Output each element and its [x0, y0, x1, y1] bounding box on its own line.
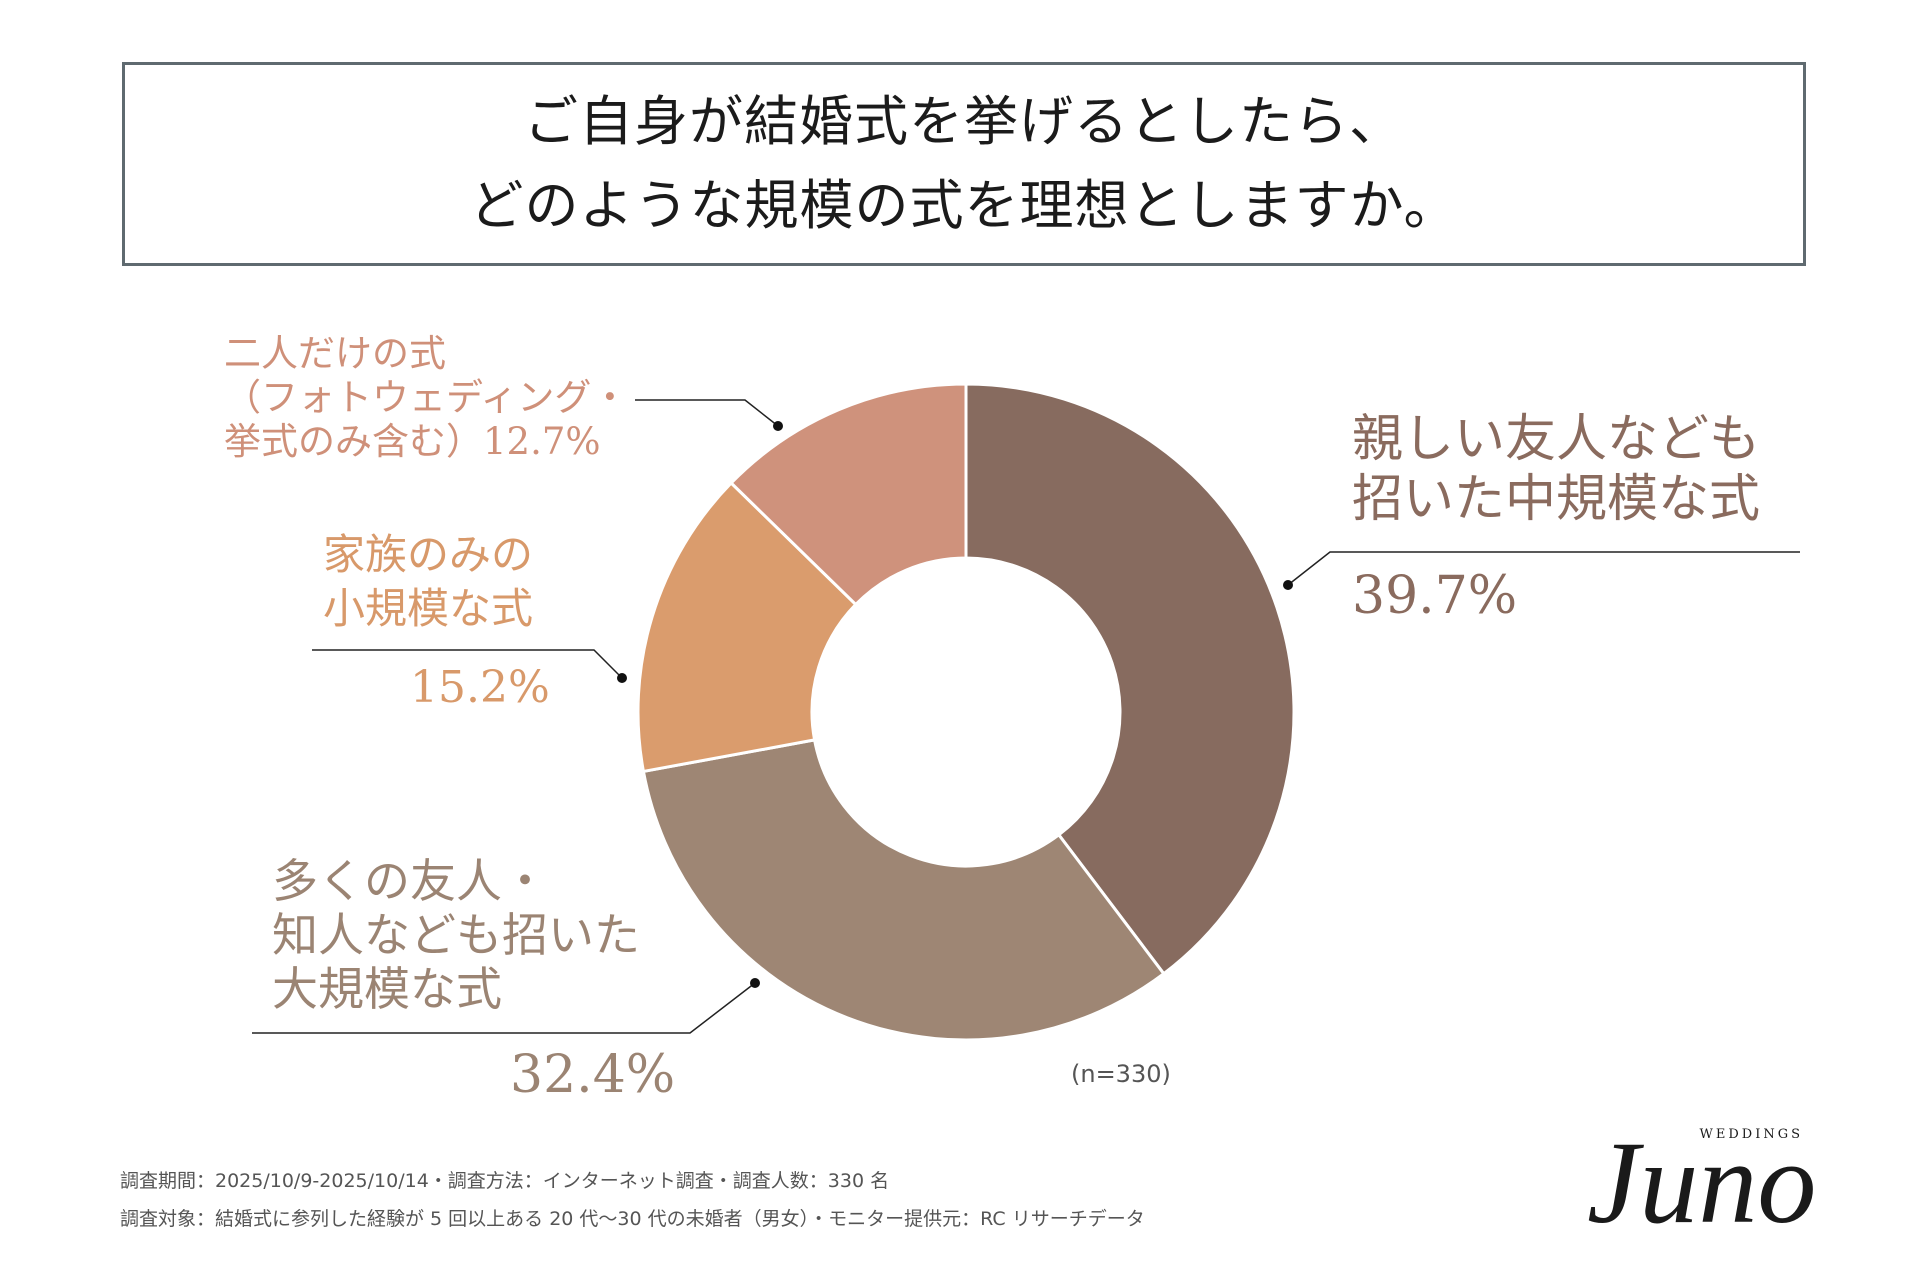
category-label-line: 二人だけの式: [224, 332, 446, 375]
donut-slice: [641, 738, 1166, 1042]
sample-size-note: (n=330): [1071, 1060, 1171, 1088]
category-label-line: 親しい友人なども: [1352, 410, 1761, 469]
category-label-line: （フォトウェディング・: [224, 376, 629, 419]
leader-line: [312, 649, 623, 679]
leader-dot: [617, 673, 627, 683]
category-label-line: 多くの友人・: [272, 854, 548, 908]
value-label-midsize: 39.7%: [1352, 566, 1518, 626]
category-label-family: 家族のみの小規模な式: [323, 528, 533, 636]
donut-slice: [964, 382, 1296, 976]
category-label-line: 大規模な式: [272, 962, 502, 1016]
chart-title-line-2: どのような規模の式を理想としますか。: [469, 174, 1459, 237]
chart-title-line-1: ご自身が結婚式を挙げるとしたら、: [524, 90, 1404, 153]
leader-line: [1287, 551, 1800, 586]
category-label-line: 知人なども招いた: [272, 908, 640, 962]
leader-line: [635, 399, 779, 427]
category-label-large: 多くの友人・ 知人なども招いた 大規模な式: [272, 854, 640, 1016]
chart-title-box: ご自身が結婚式を挙げるとしたら、 どのような規模の式を理想としますか。: [122, 62, 1806, 266]
leader-dot: [1283, 580, 1293, 590]
value-label-large: 32.4%: [510, 1045, 676, 1105]
category-label-line: 挙式のみ含む）12.7%: [224, 420, 601, 463]
leader-dot: [750, 978, 760, 988]
category-label-midsize: 親しい友人なども 招いた中規模な式: [1352, 410, 1760, 530]
survey-footnote-target: 調査対象：結婚式に参列した経験が 5 回以上ある 20 代〜30 代の未婚者（男…: [120, 1208, 1145, 1230]
survey-footnote-period: 調査期間：2025/10/9-2025/10/14・調査方法：インターネット調査…: [120, 1170, 890, 1192]
juno-weddings-logo: WEDDINGS Juno: [1587, 1117, 1815, 1240]
category-label-line: 招いた中規模な式: [1352, 470, 1761, 529]
category-label-line: 家族のみの: [323, 530, 534, 579]
donut-slice: [729, 382, 968, 607]
value-label-family: 15.2%: [410, 662, 550, 713]
logo-weddings-text: WEDDINGS: [1700, 1127, 1804, 1142]
logo-script-text: Juno: [1587, 1117, 1815, 1240]
leader-dot: [773, 421, 783, 431]
leader-line: [252, 982, 756, 1034]
donut-slice: [636, 480, 858, 774]
category-label-couple-only: 二人だけの式 （フォトウェディング・ 挙式のみ含む）12.7%: [224, 332, 628, 464]
category-label-line: 小規模な式: [323, 584, 534, 633]
